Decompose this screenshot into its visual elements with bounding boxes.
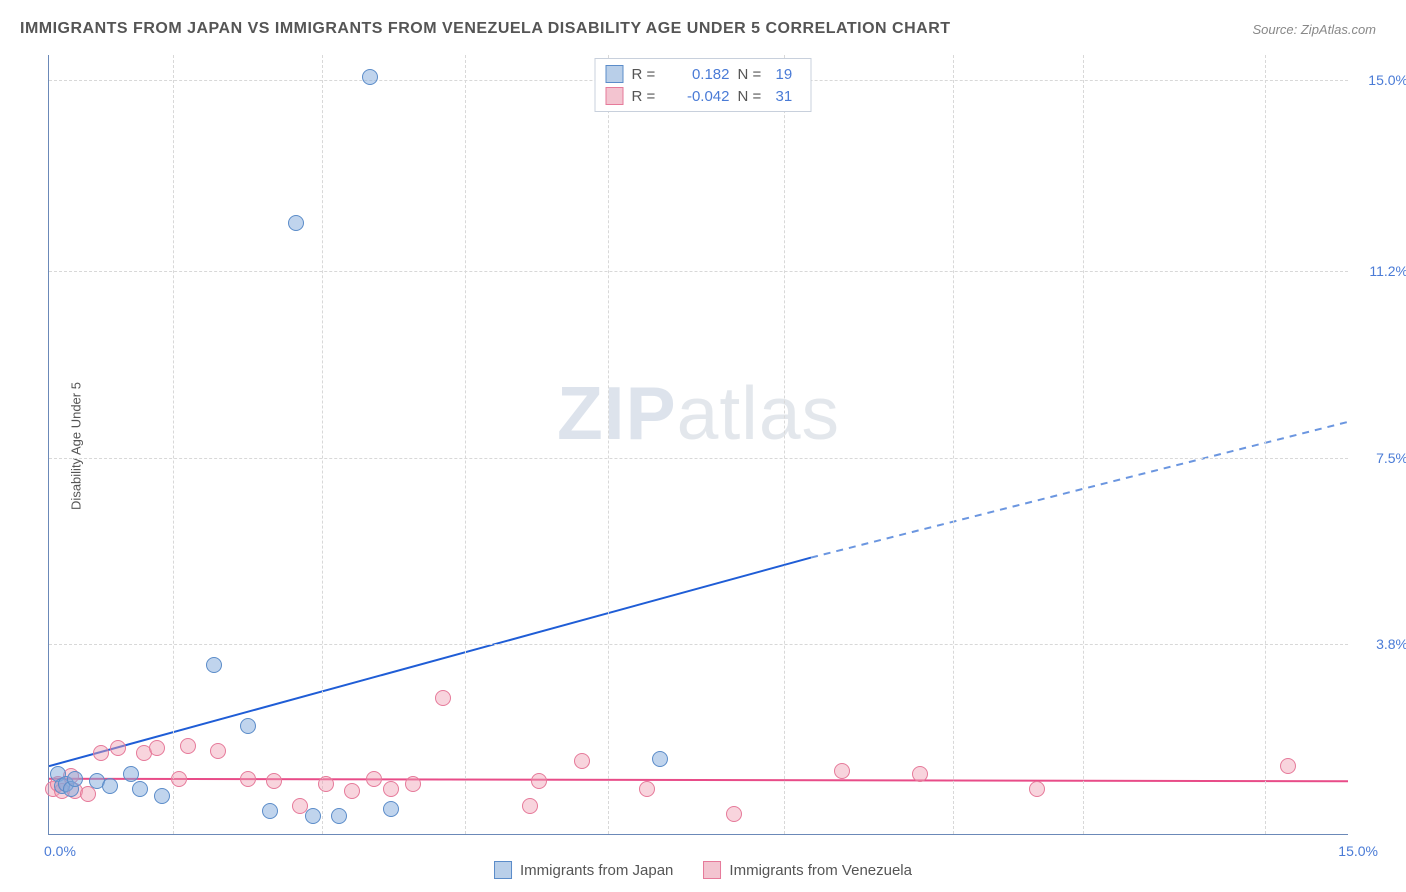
gridline-v bbox=[1265, 55, 1266, 834]
point-venezuela bbox=[639, 781, 655, 797]
legend-label-venezuela: Immigrants from Venezuela bbox=[729, 862, 912, 879]
y-tick-label: 15.0% bbox=[1353, 72, 1406, 88]
point-venezuela bbox=[435, 690, 451, 706]
y-tick-label: 11.2% bbox=[1353, 263, 1406, 279]
point-venezuela bbox=[912, 766, 928, 782]
legend-item-venezuela: Immigrants from Venezuela bbox=[703, 861, 912, 879]
r-value-japan: 0.182 bbox=[670, 66, 730, 83]
legend-label-japan: Immigrants from Japan bbox=[520, 862, 673, 879]
gridline-v bbox=[1083, 55, 1084, 834]
point-japan bbox=[240, 718, 256, 734]
n-value-venezuela: 31 bbox=[776, 88, 801, 105]
point-venezuela bbox=[1280, 758, 1296, 774]
point-venezuela bbox=[344, 783, 360, 799]
watermark: ZIPatlas bbox=[557, 370, 840, 456]
point-japan bbox=[288, 215, 304, 231]
point-japan bbox=[67, 771, 83, 787]
gridline-v bbox=[322, 55, 323, 834]
point-venezuela bbox=[834, 763, 850, 779]
point-venezuela bbox=[383, 781, 399, 797]
swatch-venezuela bbox=[703, 861, 721, 879]
gridline-v bbox=[953, 55, 954, 834]
r-label: R = bbox=[632, 88, 662, 105]
point-japan bbox=[362, 69, 378, 85]
watermark-bold: ZIP bbox=[557, 371, 677, 455]
point-japan bbox=[262, 803, 278, 819]
gridline-h bbox=[49, 644, 1348, 645]
point-japan bbox=[652, 751, 668, 767]
gridline-v bbox=[608, 55, 609, 834]
point-venezuela bbox=[93, 745, 109, 761]
point-venezuela bbox=[574, 753, 590, 769]
x-tick-min: 0.0% bbox=[44, 843, 76, 859]
point-venezuela bbox=[318, 776, 334, 792]
n-label: N = bbox=[738, 66, 768, 83]
point-japan bbox=[154, 788, 170, 804]
gridline-v bbox=[784, 55, 785, 834]
point-venezuela bbox=[210, 743, 226, 759]
r-label: R = bbox=[632, 66, 662, 83]
point-japan bbox=[383, 801, 399, 817]
gridline-h bbox=[49, 271, 1348, 272]
point-venezuela bbox=[240, 771, 256, 787]
swatch-japan bbox=[494, 861, 512, 879]
point-venezuela bbox=[366, 771, 382, 787]
x-tick-max: 15.0% bbox=[1338, 843, 1378, 859]
chart-title: IMMIGRANTS FROM JAPAN VS IMMIGRANTS FROM… bbox=[20, 20, 951, 38]
swatch-japan bbox=[606, 65, 624, 83]
y-tick-label: 7.5% bbox=[1353, 450, 1406, 466]
gridline-v bbox=[465, 55, 466, 834]
correlation-legend: R = 0.182 N = 19 R = -0.042 N = 31 bbox=[595, 58, 812, 112]
correlation-row-venezuela: R = -0.042 N = 31 bbox=[606, 85, 801, 107]
legend-item-japan: Immigrants from Japan bbox=[494, 861, 673, 879]
swatch-venezuela bbox=[606, 87, 624, 105]
point-venezuela bbox=[180, 738, 196, 754]
point-venezuela bbox=[171, 771, 187, 787]
point-japan bbox=[206, 657, 222, 673]
point-venezuela bbox=[522, 798, 538, 814]
point-venezuela bbox=[266, 773, 282, 789]
series-legend: Immigrants from Japan Immigrants from Ve… bbox=[494, 861, 912, 879]
point-japan bbox=[331, 808, 347, 824]
point-japan bbox=[123, 766, 139, 782]
n-value-japan: 19 bbox=[776, 66, 801, 83]
point-venezuela bbox=[726, 806, 742, 822]
gridline-h bbox=[49, 458, 1348, 459]
point-venezuela bbox=[1029, 781, 1045, 797]
y-tick-label: 3.8% bbox=[1353, 636, 1406, 652]
gridline-v bbox=[173, 55, 174, 834]
point-japan bbox=[102, 778, 118, 794]
watermark-light: atlas bbox=[677, 371, 840, 455]
point-venezuela bbox=[149, 740, 165, 756]
point-venezuela bbox=[531, 773, 547, 789]
n-label: N = bbox=[738, 88, 768, 105]
point-japan bbox=[132, 781, 148, 797]
source-attribution: Source: ZipAtlas.com bbox=[1252, 22, 1376, 37]
point-venezuela bbox=[110, 740, 126, 756]
plot-area: ZIPatlas 3.8%7.5%11.2%15.0%0.0%15.0% bbox=[48, 55, 1348, 835]
point-venezuela bbox=[405, 776, 421, 792]
r-value-venezuela: -0.042 bbox=[670, 88, 730, 105]
correlation-row-japan: R = 0.182 N = 19 bbox=[606, 63, 801, 85]
point-japan bbox=[305, 808, 321, 824]
